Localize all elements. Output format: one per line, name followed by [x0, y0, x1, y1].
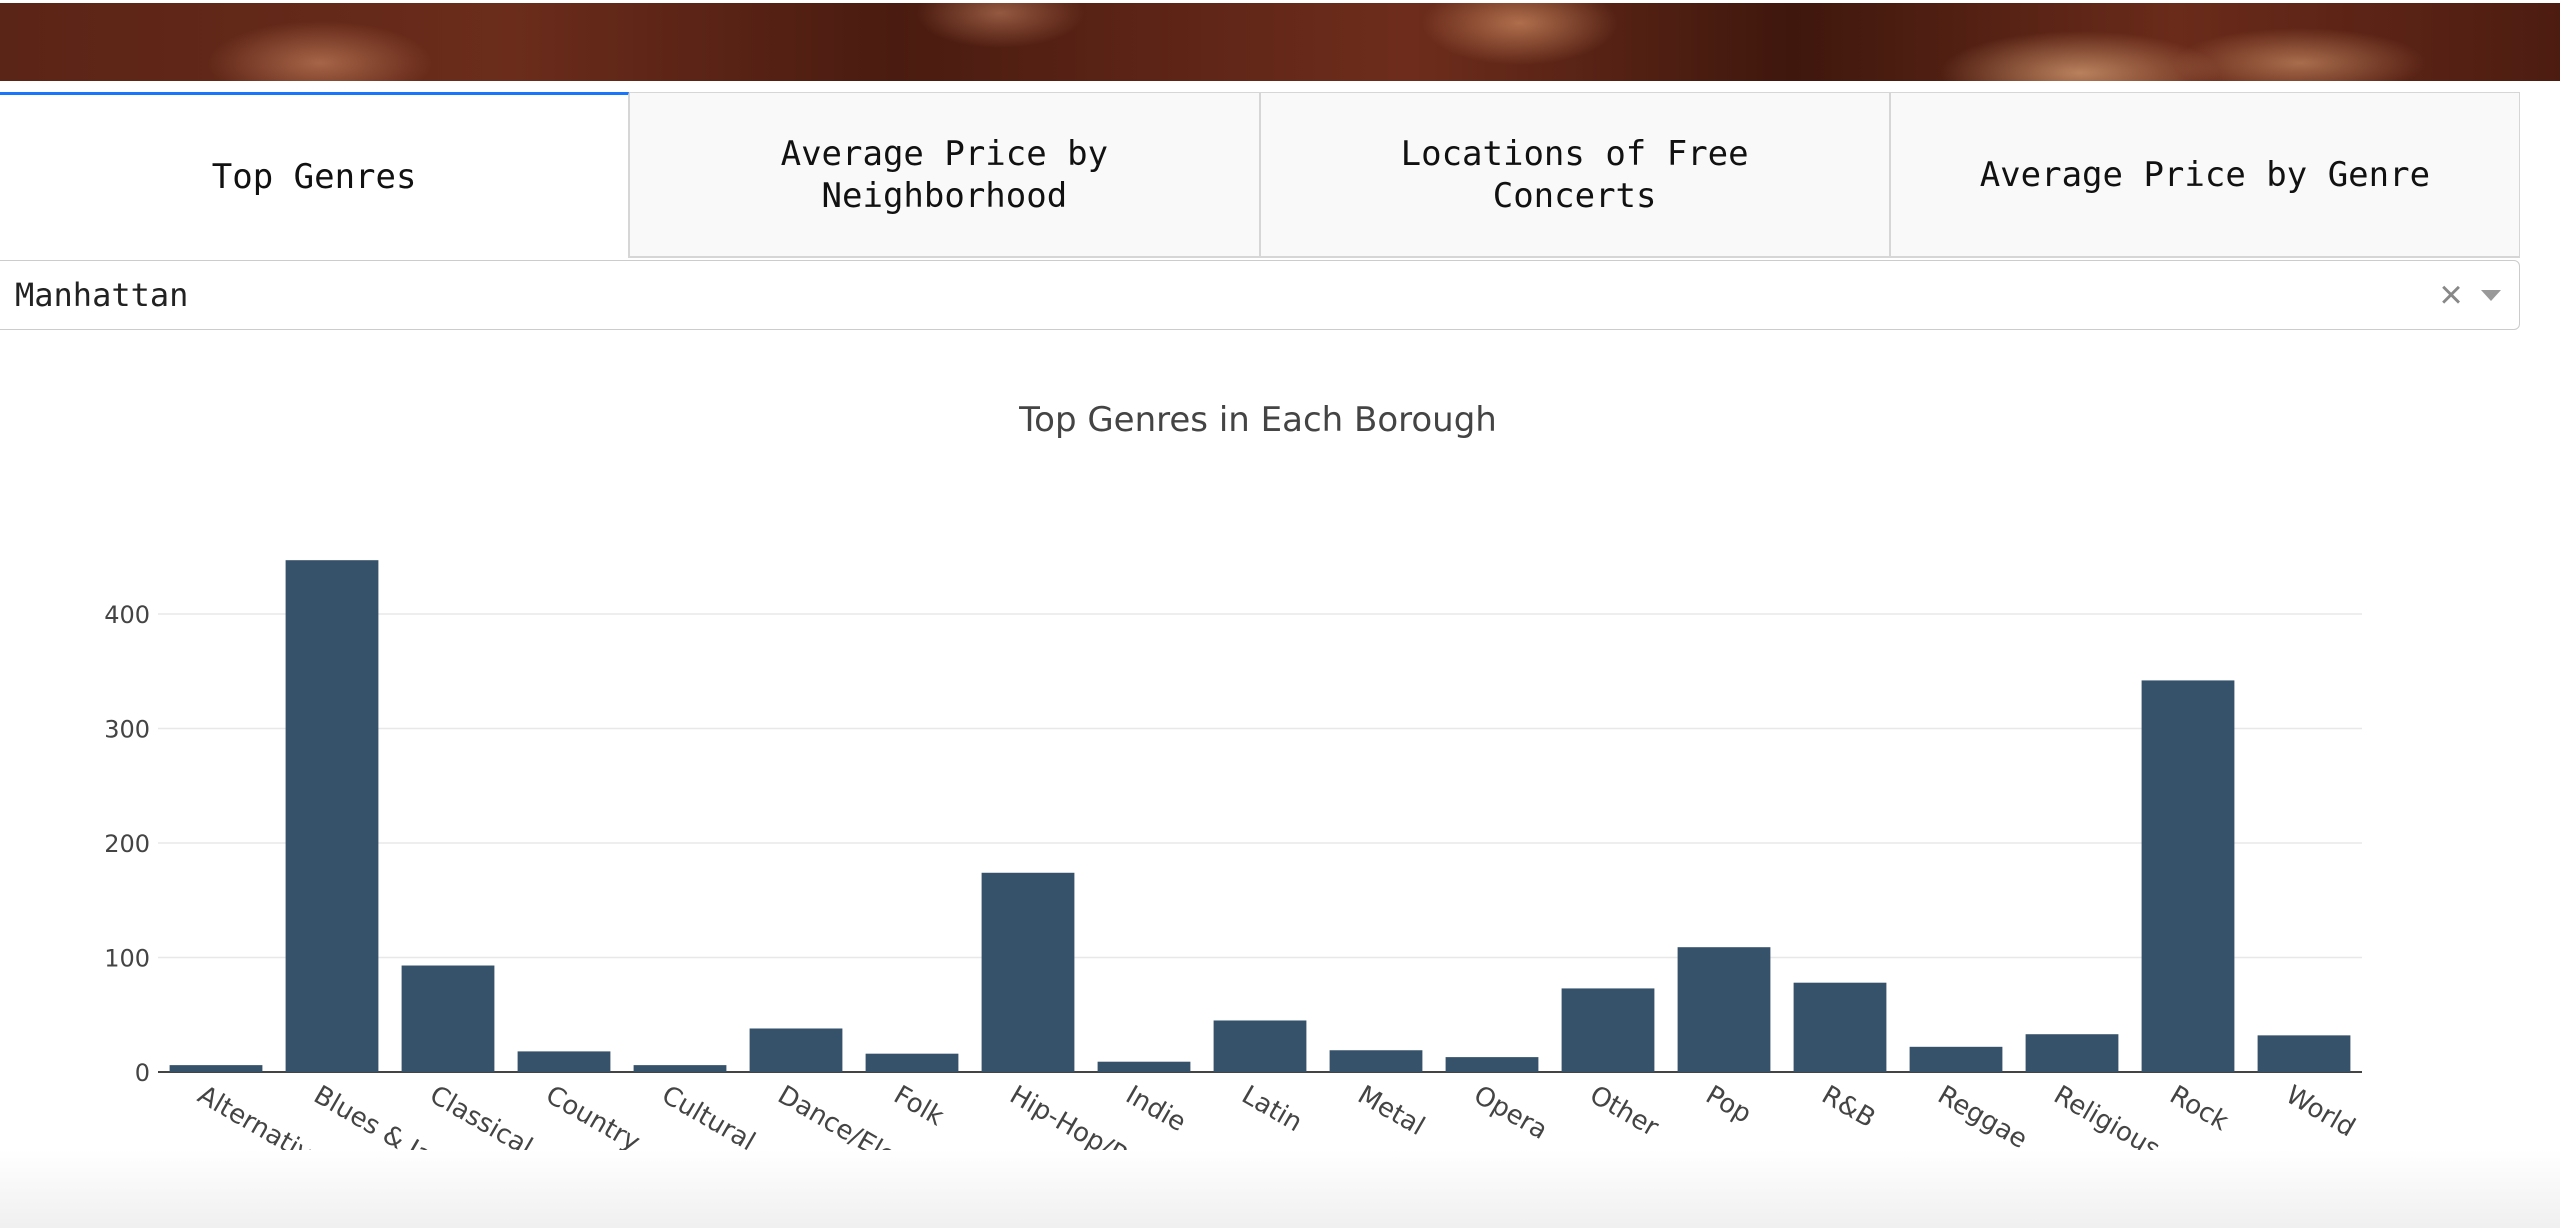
- x-tick-label: Alternative: [193, 1080, 332, 1150]
- bar-reggae[interactable]: [1909, 1046, 2003, 1072]
- bar-dance-electronic[interactable]: [749, 1028, 843, 1072]
- bar-cultural[interactable]: [633, 1065, 727, 1072]
- x-tick-label: World: [2281, 1080, 2361, 1143]
- bar-classical[interactable]: [401, 965, 495, 1072]
- bar-world[interactable]: [2257, 1035, 2351, 1072]
- x-tick-label: Dance/Electronic: [773, 1080, 978, 1150]
- bar-blues-jazz[interactable]: [285, 560, 379, 1072]
- tab-bar: Top Genres Average Price by Neighborhood…: [0, 92, 2520, 258]
- bar-opera[interactable]: [1445, 1057, 1539, 1072]
- x-tick-label: Reggae: [1933, 1080, 2033, 1150]
- hero-banner-image: [0, 3, 2560, 81]
- bar-latin[interactable]: [1213, 1020, 1307, 1072]
- y-tick-label: 100: [104, 945, 150, 973]
- x-tick-label: Folk: [889, 1080, 949, 1132]
- borough-dropdown[interactable]: Manhattan ×: [0, 260, 2520, 330]
- x-tick-label: Indie: [1121, 1080, 1191, 1138]
- bar-folk[interactable]: [865, 1053, 959, 1072]
- bar-rock[interactable]: [2141, 680, 2235, 1072]
- top-genres-bar-chart: Top Genres in Each Borough 0 100 200 300 400…: [104, 400, 2362, 1150]
- x-tick-label: Latin: [1237, 1080, 1308, 1138]
- x-tick-label: Religious: [2049, 1080, 2165, 1150]
- y-tick-label: 300: [104, 716, 150, 744]
- bar-other[interactable]: [1561, 988, 1655, 1072]
- y-tick-label: 400: [104, 601, 150, 629]
- x-tick-label: Rock: [2165, 1080, 2234, 1137]
- bar-hip-hop-rap[interactable]: [981, 872, 1075, 1072]
- tab-locations-of-free-concerts[interactable]: Locations of Free Concerts: [1259, 92, 1890, 258]
- clear-icon[interactable]: ×: [2439, 272, 2463, 317]
- x-tick-label: Opera: [1469, 1080, 1553, 1146]
- bar-country[interactable]: [517, 1051, 611, 1072]
- tab-top-genres[interactable]: Top Genres: [0, 92, 630, 258]
- bar-metal[interactable]: [1329, 1050, 1423, 1072]
- x-tick-label: Classical: [425, 1080, 538, 1150]
- bar-indie[interactable]: [1097, 1061, 1191, 1072]
- dropdown-selected-value: Manhattan: [15, 276, 189, 314]
- x-tick-label: R&B: [1817, 1080, 1881, 1134]
- chevron-down-icon[interactable]: [2481, 289, 2501, 301]
- y-tick-label: 200: [104, 830, 150, 858]
- bar-pop[interactable]: [1677, 947, 1771, 1072]
- x-tick-label: Metal: [1353, 1080, 1430, 1142]
- chart-title: Top Genres in Each Borough: [1018, 400, 1497, 440]
- y-tick-label: 0: [135, 1059, 150, 1087]
- x-tick-label: Country: [541, 1080, 645, 1150]
- bar-religious[interactable]: [2025, 1034, 2119, 1072]
- x-tick-label: Pop: [1701, 1080, 1757, 1130]
- tab-average-price-by-genre[interactable]: Average Price by Genre: [1889, 92, 2520, 258]
- bar-alternative[interactable]: [169, 1065, 263, 1072]
- bottom-fade: [0, 1150, 2560, 1228]
- tab-average-price-by-neighborhood[interactable]: Average Price by Neighborhood: [629, 92, 1260, 258]
- x-tick-label: Other: [1585, 1080, 1664, 1143]
- x-tick-label: Cultural: [657, 1080, 761, 1150]
- bar-r-b[interactable]: [1793, 982, 1887, 1072]
